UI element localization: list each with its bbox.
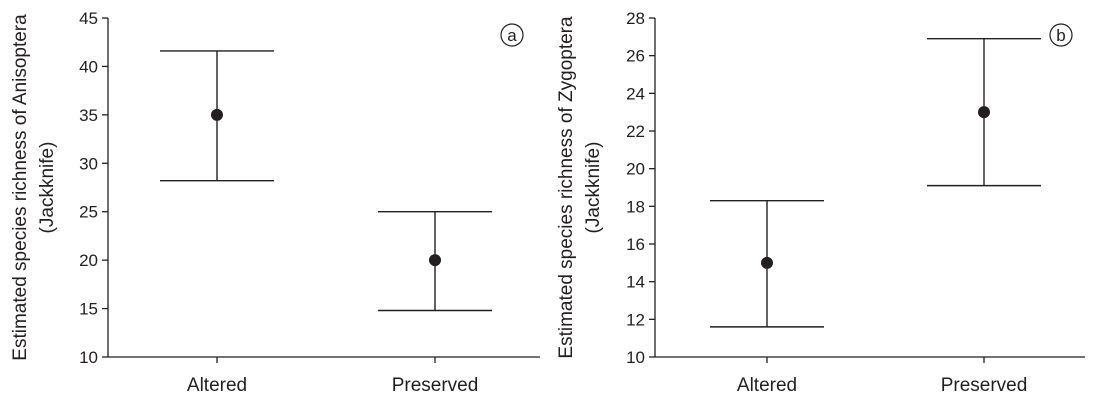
panel-label: b (1056, 26, 1065, 45)
y-axis-title-line-2: (Jackknife) (583, 142, 604, 234)
x-tick-label: Altered (187, 375, 247, 396)
y-tick-label: 14 (626, 273, 645, 292)
y-tick-label: 24 (626, 84, 645, 103)
y-tick-label: 12 (626, 310, 645, 329)
y-tick-label: 22 (626, 122, 645, 141)
data-point (429, 254, 441, 267)
panel-label-circle (1049, 23, 1073, 47)
y-tick-label: 30 (79, 154, 98, 173)
y-tick-label: 10 (79, 348, 98, 367)
y-tick-label: 15 (79, 300, 98, 319)
y-tick-label: 16 (626, 235, 645, 254)
y-tick-label: 20 (79, 251, 98, 270)
data-point (211, 108, 223, 121)
panel-a: 10 15 20 25 30 35 40 45 Altered Preserved Estimate… (10, 9, 540, 396)
y-tick-label: 40 (79, 57, 98, 76)
y-tick-label: 18 (626, 197, 645, 216)
y-tick-label: 26 (626, 47, 645, 66)
panel-b: 10 12 14 16 18 20 22 24 26 28 Altered Preserved Esti… (556, 9, 1085, 396)
y-tick-label: 28 (626, 9, 645, 28)
panel-label: a (507, 26, 517, 45)
y-tick-label: 45 (79, 9, 98, 28)
y-tick-label: 20 (626, 160, 645, 179)
y-tick-label: 35 (79, 106, 98, 125)
y-axis-title-line-1: Estimated species richness of Anisoptera (10, 14, 31, 361)
x-tick-label: Preserved (941, 375, 1028, 396)
y-tick-label: 10 (626, 348, 645, 367)
panel-label-circle (500, 23, 524, 47)
x-tick-label: Altered (737, 375, 797, 396)
y-axis-title-line-1: Estimated species richness of Zygoptera (556, 16, 577, 359)
y-axis-title-line-2: (Jackknife) (37, 142, 58, 234)
y-tick-label: 25 (79, 203, 98, 222)
x-tick-label: Preserved (392, 375, 479, 396)
data-point (978, 106, 990, 119)
data-point (761, 256, 773, 269)
